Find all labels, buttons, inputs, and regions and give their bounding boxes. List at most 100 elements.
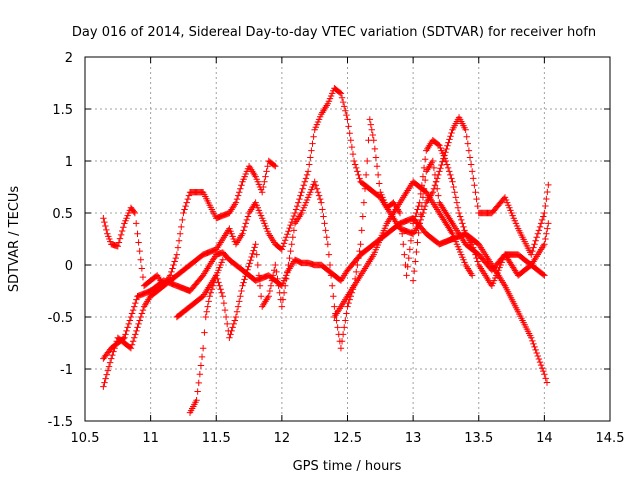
data-point [136, 317, 143, 324]
data-point [311, 178, 318, 185]
data-point [429, 189, 437, 196]
data-point [310, 133, 317, 140]
data-point [226, 334, 233, 341]
data-point [234, 192, 242, 199]
data-point [538, 364, 546, 372]
data-point [543, 230, 550, 237]
data-point [127, 313, 135, 321]
x-axis-label: GPS time / hours [293, 459, 402, 474]
x-tick-label: 14 [536, 431, 553, 446]
data-point [420, 185, 428, 192]
data-point [330, 293, 337, 300]
data-point [287, 247, 294, 255]
data-point [545, 181, 552, 189]
data-point [181, 206, 188, 213]
data-point [542, 375, 549, 382]
data-point [411, 267, 418, 275]
data-point [433, 185, 441, 192]
data-point [216, 282, 223, 289]
data-point [431, 171, 439, 179]
data-point [405, 254, 412, 262]
data-point [438, 161, 445, 169]
data-point [250, 247, 257, 254]
data-point [239, 282, 246, 289]
data-point [130, 208, 138, 215]
data-point [267, 282, 275, 289]
data-point [132, 299, 139, 307]
data-point [233, 195, 241, 203]
data-point [532, 346, 539, 354]
ticks [84, 56, 611, 422]
data-point [347, 137, 354, 144]
grid [85, 57, 610, 421]
data-point [534, 230, 542, 237]
data-point [238, 182, 245, 189]
data-point [360, 199, 368, 206]
data-point [435, 141, 442, 148]
data-point [338, 338, 346, 345]
data-point [262, 173, 269, 180]
x-tick-label: 11.5 [202, 431, 231, 446]
data-point [336, 89, 344, 96]
data-point [307, 154, 314, 161]
data-point [220, 299, 228, 307]
data-point [137, 256, 144, 263]
data-point [529, 247, 536, 255]
data-point [300, 182, 307, 189]
data-point [303, 171, 311, 179]
data-point [464, 140, 472, 147]
data-point [129, 338, 137, 345]
data-point [102, 375, 109, 382]
data-point [529, 337, 536, 345]
data-point [271, 162, 278, 169]
data-point [316, 195, 324, 203]
data-point [542, 235, 549, 243]
data-point [536, 358, 544, 366]
data-point [290, 227, 298, 234]
data-point [450, 183, 457, 191]
data-point [237, 185, 244, 192]
data-point [532, 237, 539, 244]
data-point [535, 227, 543, 234]
data-point [241, 276, 248, 283]
y-tick-label: 0 [65, 259, 73, 274]
data-point [111, 345, 118, 352]
data-point [239, 230, 246, 237]
data-point [237, 293, 244, 300]
data-point [540, 213, 547, 220]
data-point [203, 308, 210, 315]
series-sat-7 [409, 157, 548, 284]
data-point [431, 182, 439, 189]
y-tick-label: 1.5 [52, 103, 73, 118]
data-point [446, 168, 453, 175]
data-point [344, 303, 351, 310]
data-point [341, 324, 348, 331]
data-point [132, 220, 140, 227]
data-point [280, 289, 288, 296]
data-point [533, 349, 540, 357]
y-tick-label: 0.5 [52, 207, 73, 222]
data-point [468, 168, 476, 175]
data-point [253, 251, 260, 258]
data-point [543, 195, 550, 203]
series-sat-6 [331, 178, 476, 321]
data-point [219, 256, 227, 263]
data-point [447, 133, 454, 140]
data-point [319, 206, 326, 213]
data-point [103, 371, 110, 378]
data-point [416, 220, 423, 227]
data-point [356, 247, 363, 255]
data-point [207, 289, 214, 296]
data-point [447, 171, 454, 179]
data-point [404, 263, 411, 270]
data-point [451, 189, 458, 196]
data-point [222, 313, 230, 321]
data-point [289, 234, 297, 241]
data-point [278, 303, 286, 310]
data-point [458, 216, 465, 224]
data-point [252, 241, 259, 248]
data-point [120, 224, 127, 231]
tick-labels: 10.5 11 11.5 12 12.5 13 13.5 14 14.5-1.5-1-0.500… [48, 51, 625, 446]
data-point [240, 227, 247, 234]
data-point [247, 257, 254, 264]
